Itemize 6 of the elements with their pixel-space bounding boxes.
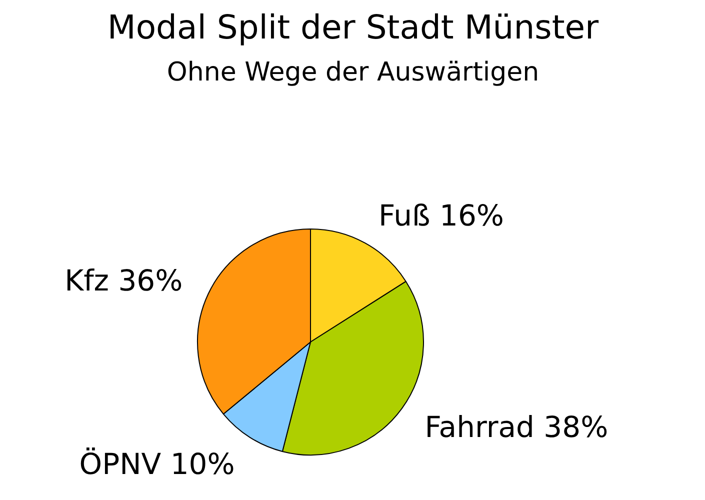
slice-label: ÖPNV 10% [79,446,235,481]
chart-subtitle: Ohne Wege der Auswärtigen [166,58,540,88]
slice-label: Fahrrad 38% [424,410,608,444]
slice-label: Kfz 36% [64,264,183,298]
slice-label: Fuß 16% [378,198,504,232]
chart-title: Modal Split der Stadt Münster [107,8,600,46]
